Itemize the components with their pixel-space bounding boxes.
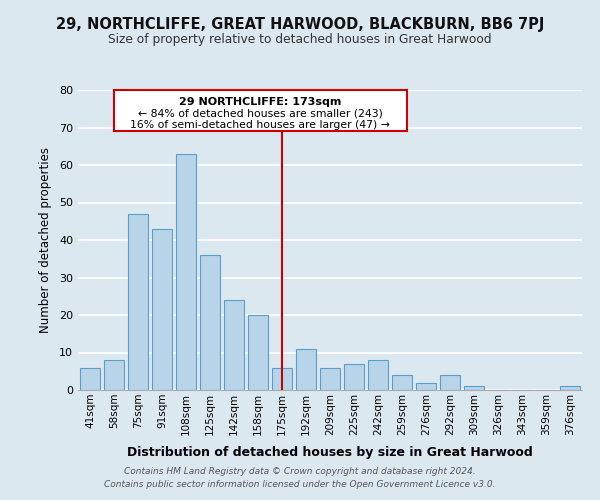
Bar	[224, 300, 244, 390]
Bar	[152, 229, 172, 390]
Text: 16% of semi-detached houses are larger (47) →: 16% of semi-detached houses are larger (…	[130, 120, 391, 130]
Bar	[416, 382, 436, 390]
Bar	[320, 368, 340, 390]
Bar	[104, 360, 124, 390]
Bar	[128, 214, 148, 390]
Text: Size of property relative to detached houses in Great Harwood: Size of property relative to detached ho…	[108, 32, 492, 46]
Text: Contains public sector information licensed under the Open Government Licence v3: Contains public sector information licen…	[104, 480, 496, 489]
Text: 29 NORTHCLIFFE: 173sqm: 29 NORTHCLIFFE: 173sqm	[179, 97, 341, 107]
Bar	[176, 154, 196, 390]
Bar	[368, 360, 388, 390]
Bar	[440, 375, 460, 390]
Bar	[344, 364, 364, 390]
Text: ← 84% of detached houses are smaller (243): ← 84% of detached houses are smaller (24…	[138, 109, 383, 118]
Bar	[272, 368, 292, 390]
Bar	[560, 386, 580, 390]
Bar	[80, 368, 100, 390]
Bar	[392, 375, 412, 390]
Text: Contains HM Land Registry data © Crown copyright and database right 2024.: Contains HM Land Registry data © Crown c…	[124, 467, 476, 476]
FancyBboxPatch shape	[114, 90, 407, 131]
X-axis label: Distribution of detached houses by size in Great Harwood: Distribution of detached houses by size …	[127, 446, 533, 459]
Bar	[296, 349, 316, 390]
Text: 29, NORTHCLIFFE, GREAT HARWOOD, BLACKBURN, BB6 7PJ: 29, NORTHCLIFFE, GREAT HARWOOD, BLACKBUR…	[56, 18, 544, 32]
Bar	[464, 386, 484, 390]
Bar	[248, 315, 268, 390]
Bar	[200, 255, 220, 390]
Y-axis label: Number of detached properties: Number of detached properties	[39, 147, 52, 333]
